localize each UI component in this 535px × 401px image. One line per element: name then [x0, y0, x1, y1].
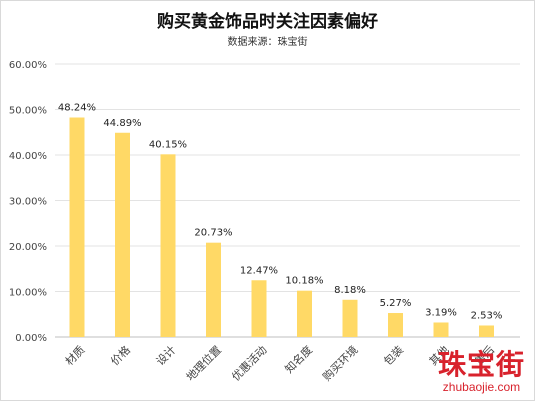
bar	[115, 132, 130, 337]
data-label: 8.18%	[334, 285, 366, 296]
y-tick-label: 40.00%	[9, 151, 47, 162]
x-tick-label: 材质	[62, 343, 87, 368]
bar	[69, 117, 85, 338]
watermark-url: zhubaojie.com	[442, 380, 521, 394]
x-tick-label: 包装	[381, 343, 406, 368]
y-tick-label: 10.00%	[9, 288, 47, 299]
watermark-logo: 珠宝街 zhubaojie.com	[437, 348, 525, 394]
data-label: 48.24%	[58, 103, 96, 114]
bar	[342, 299, 358, 337]
x-tick-label: 设计	[154, 343, 179, 368]
x-tick-label: 优惠活动	[229, 343, 270, 384]
data-label: 44.89%	[103, 118, 141, 129]
chart-title: 购买黄金饰品时关注因素偏好	[157, 12, 378, 32]
data-label: 40.15%	[149, 139, 187, 150]
bar	[297, 290, 312, 337]
bar	[388, 313, 403, 337]
x-tick-label: 知名度	[282, 343, 315, 376]
y-tick-label: 60.00%	[9, 60, 47, 71]
data-label: 3.19%	[425, 307, 457, 318]
chart-subtitle: 数据来源：珠宝街	[227, 37, 308, 48]
x-tick-label: 购买环境	[320, 343, 361, 384]
watermark-main: 珠宝街	[437, 348, 525, 381]
bar	[479, 325, 494, 337]
bar	[206, 242, 221, 337]
data-label: 12.47%	[240, 265, 278, 276]
data-label: 20.73%	[194, 228, 232, 239]
y-tick-label: 20.00%	[9, 242, 47, 253]
y-tick-label: 30.00%	[9, 197, 47, 208]
data-label: 10.18%	[285, 276, 323, 287]
bar	[433, 322, 449, 337]
x-tick-label: 地理位置	[183, 343, 224, 384]
bar	[160, 154, 176, 337]
y-tick-label: 0.00%	[15, 333, 47, 344]
data-label: 2.53%	[471, 310, 503, 321]
x-tick-label: 价格	[108, 343, 133, 368]
data-label: 5.27%	[380, 298, 412, 309]
y-tick-label: 50.00%	[9, 106, 47, 117]
bar	[251, 280, 267, 337]
